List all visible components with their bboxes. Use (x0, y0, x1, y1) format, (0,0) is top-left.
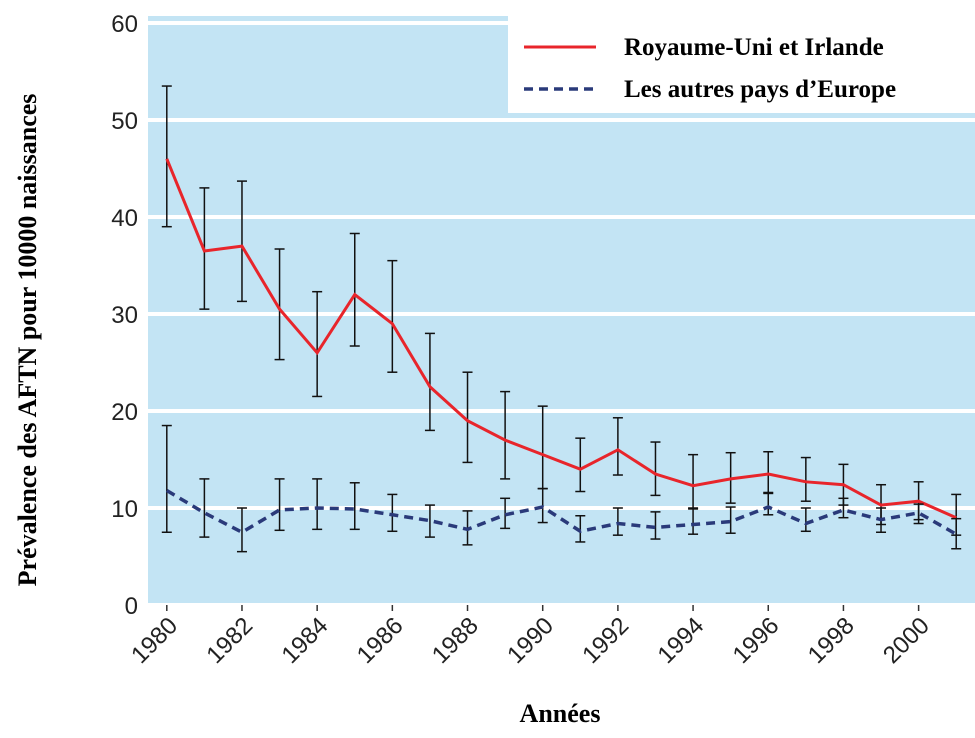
error-bar (500, 390, 511, 480)
error-bar (650, 511, 661, 540)
error-bar (650, 441, 661, 497)
error-bar (274, 478, 285, 532)
x-tick-label: 1984 (277, 612, 334, 669)
error-bar (274, 248, 285, 361)
error-bar (763, 491, 774, 516)
x-tick-label: 1982 (201, 612, 258, 669)
legend-box (508, 16, 975, 113)
legend-label: Les autres pays d’Europe (624, 76, 896, 103)
error-bar (161, 424, 172, 533)
error-bar (424, 504, 435, 538)
error-bar (236, 180, 247, 303)
error-bar (312, 290, 323, 398)
y-axis-label: Prévalence des AFTN pour 10000 naissance… (13, 94, 42, 587)
y-tick-label: 20 (111, 399, 138, 426)
error-bar (838, 497, 849, 519)
error-bar (424, 332, 435, 432)
legend-label: Royaume-Uni et Irlande (624, 34, 884, 61)
x-axis-label: Années (520, 699, 601, 728)
x-tick-label: 1992 (577, 612, 634, 669)
error-bar (387, 259, 398, 373)
error-bar (387, 493, 398, 533)
x-tick-label: 1986 (352, 612, 409, 669)
y-tick-label: 30 (111, 302, 138, 329)
error-bar (349, 232, 360, 347)
x-tick-label: 1988 (427, 612, 484, 669)
x-tick-label: 1996 (728, 612, 785, 669)
error-bar (725, 506, 736, 534)
error-bar (349, 482, 360, 531)
y-tick-label: 60 (111, 11, 138, 38)
y-tick-label: 50 (111, 108, 138, 135)
series-line (165, 158, 957, 520)
y-tick-label: 10 (111, 496, 138, 523)
y-tick-label: 0 (125, 593, 138, 620)
series-line (165, 489, 958, 536)
error-bar (199, 478, 210, 538)
error-bar (800, 456, 811, 502)
error-bar (462, 371, 473, 464)
error-bar (612, 507, 623, 536)
error-bar (913, 503, 924, 525)
error-bar (688, 508, 699, 535)
x-tick-label: 1990 (502, 612, 559, 669)
x-tick-label: 2000 (878, 612, 935, 669)
x-tick-label: 1998 (803, 612, 860, 669)
error-bar (575, 515, 586, 543)
x-tick-label: 1994 (652, 612, 709, 669)
error-bar (236, 507, 247, 553)
y-tick-label: 40 (111, 205, 138, 232)
error-bar (688, 453, 699, 509)
error-bar (951, 517, 962, 550)
x-tick-label: 1980 (126, 612, 183, 669)
error-bar (612, 417, 623, 476)
error-bar (575, 437, 586, 493)
error-bar (161, 85, 172, 228)
error-bar (312, 478, 323, 531)
error-bar (800, 507, 811, 533)
